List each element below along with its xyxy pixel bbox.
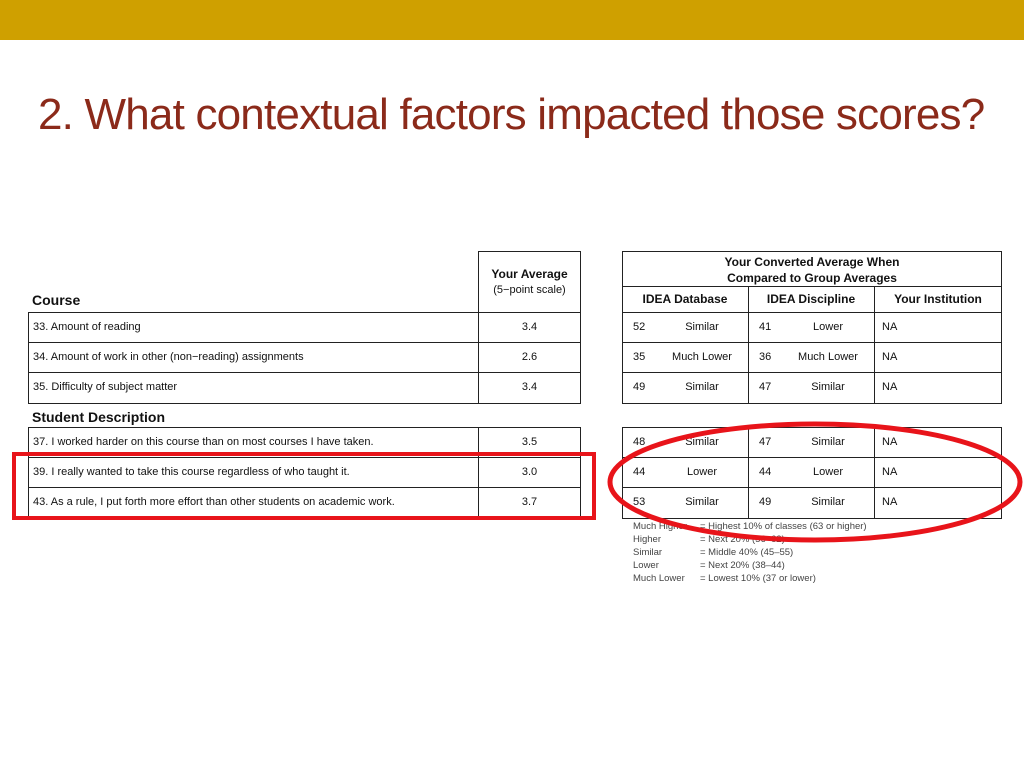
item-label: 43. As a rule, I put forth more effort t… <box>33 496 395 508</box>
discipline-score: 41 <box>759 321 772 333</box>
db-rating: Similar <box>685 321 719 333</box>
discipline-rating: Similar <box>811 436 845 448</box>
column-divider <box>478 312 479 404</box>
col-your-institution: Your Institution <box>894 292 982 306</box>
legend-definition: = Next 20% (56–62) <box>700 534 785 545</box>
db-rating: Lower <box>687 466 717 478</box>
legend-term: Similar <box>633 547 663 558</box>
row-divider <box>622 372 1002 373</box>
db-score: 49 <box>633 381 646 393</box>
converted-header-line1: Your Converted Average When <box>724 255 900 269</box>
item-label: 35. Difficulty of subject matter <box>33 381 178 393</box>
row-divider <box>622 457 1002 458</box>
legend-definition: = Highest 10% of classes (63 or higher) <box>700 521 867 532</box>
column-divider <box>874 312 875 404</box>
accent-bar <box>0 0 1024 40</box>
db-score: 53 <box>633 496 646 508</box>
item-average: 2.6 <box>521 351 538 363</box>
item-label: 34. Amount of work in other (non−reading… <box>33 351 304 363</box>
legend-term: Lower <box>633 560 659 571</box>
row-divider <box>28 487 581 488</box>
converted-header-line2: Compared to Group Averages <box>727 271 897 285</box>
item-label: 39. I really wanted to take this course … <box>33 466 350 478</box>
db-rating: Much Lower <box>672 351 732 363</box>
discipline-score: 47 <box>759 436 772 448</box>
item-label: 37. I worked harder on this course than … <box>33 436 374 448</box>
db-rating: Similar <box>685 496 719 508</box>
item-label: 33. Amount of reading <box>33 321 141 333</box>
section-student-description: Student Description <box>32 409 166 425</box>
course-comparison-block <box>622 312 1002 404</box>
discipline-score: 36 <box>759 351 772 363</box>
section-course: Course <box>32 292 81 308</box>
db-score: 52 <box>633 321 646 333</box>
discipline-score: 44 <box>759 466 772 478</box>
db-score: 48 <box>633 436 646 448</box>
row-divider <box>622 342 1002 343</box>
item-average: 3.7 <box>521 496 538 508</box>
highlight-rectangle <box>12 452 596 520</box>
slide-title: 2. What contextual factors impacted thos… <box>38 90 985 139</box>
avg-header-scale: (5−point scale) <box>493 284 566 296</box>
header-divider <box>622 286 1002 287</box>
institution-value: NA <box>882 351 898 363</box>
discipline-rating: Lower <box>813 466 843 478</box>
discipline-score: 49 <box>759 496 772 508</box>
col-idea-discipline: IDEA Discipline <box>766 292 856 306</box>
column-divider <box>748 286 749 313</box>
discipline-score: 47 <box>759 381 772 393</box>
discipline-rating: Similar <box>811 496 845 508</box>
legend-term: Higher <box>633 534 661 545</box>
avg-header-label: Your Average <box>491 267 568 281</box>
course-block <box>28 312 581 404</box>
column-divider <box>748 427 749 519</box>
avg-header-cell <box>478 251 581 313</box>
item-average: 3.0 <box>521 466 538 478</box>
db-score: 44 <box>633 466 646 478</box>
legend-definition: = Lowest 10% (37 or lower) <box>700 573 816 584</box>
column-divider <box>478 427 479 519</box>
column-divider <box>874 427 875 519</box>
discipline-rating: Much Lower <box>798 351 858 363</box>
legend-definition: = Next 20% (38–44) <box>700 560 785 571</box>
db-rating: Similar <box>685 381 719 393</box>
discipline-rating: Similar <box>811 381 845 393</box>
legend-definition: = Middle 40% (45–55) <box>700 547 794 558</box>
col-idea-database: IDEA Database <box>642 292 728 306</box>
item-average: 3.4 <box>521 381 538 393</box>
row-divider <box>622 487 1002 488</box>
column-divider <box>874 286 875 313</box>
item-average: 3.5 <box>521 436 538 448</box>
institution-value: NA <box>882 496 898 508</box>
legend-term: Much Lower <box>633 573 685 584</box>
db-rating: Similar <box>685 436 719 448</box>
discipline-rating: Lower <box>813 321 843 333</box>
institution-value: NA <box>882 321 898 333</box>
row-divider <box>28 342 581 343</box>
institution-value: NA <box>882 436 898 448</box>
institution-value: NA <box>882 381 898 393</box>
column-divider <box>748 312 749 404</box>
db-score: 35 <box>633 351 646 363</box>
legend-term: Much Higher <box>633 521 687 532</box>
item-average: 3.4 <box>521 321 538 333</box>
row-divider <box>28 372 581 373</box>
institution-value: NA <box>882 466 898 478</box>
row-divider <box>28 457 581 458</box>
